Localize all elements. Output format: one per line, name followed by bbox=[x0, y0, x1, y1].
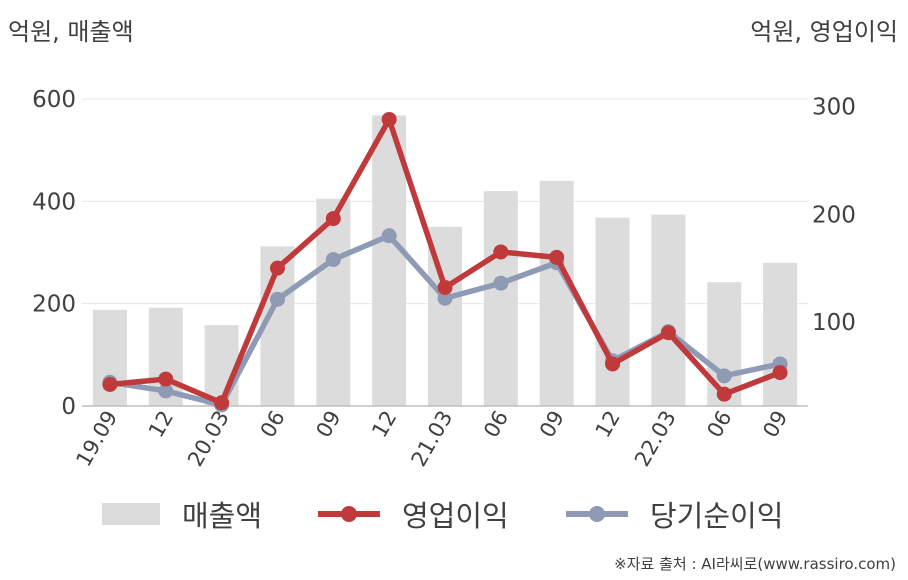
revenue-bar bbox=[539, 180, 574, 406]
revenue-bar bbox=[372, 115, 407, 406]
revenue-bar bbox=[204, 325, 239, 406]
revenue-bar bbox=[651, 214, 686, 406]
y-right-tick-label: 200 bbox=[812, 202, 856, 228]
legend-item-revenue: 매출액 bbox=[102, 494, 262, 534]
operating-profit-point bbox=[381, 111, 397, 127]
right-y-axis-ticks: 100 200 300 bbox=[812, 95, 856, 336]
x-tick-label: 09 bbox=[311, 407, 345, 442]
legend-swatch-operating bbox=[318, 494, 380, 534]
x-tick-label: 12 bbox=[144, 407, 178, 442]
y-left-tick-label: 0 bbox=[61, 394, 76, 420]
left-axis-unit: 억원, 매출액 bbox=[8, 18, 134, 46]
legend-item-operating: 영업이익 bbox=[318, 494, 509, 534]
left-y-axis-ticks: 0 200 400 600 bbox=[32, 87, 76, 420]
y-right-tick-label: 100 bbox=[812, 310, 856, 336]
x-tick-label: 21.03 bbox=[406, 407, 457, 471]
x-tick-label: 22.03 bbox=[630, 407, 681, 471]
legend-item-net: 당기순이익 bbox=[566, 494, 783, 534]
x-tick-label: 12 bbox=[367, 407, 401, 442]
x-tick-label: 09 bbox=[758, 407, 792, 442]
net-income-point bbox=[269, 291, 285, 307]
net-income-point bbox=[493, 275, 509, 291]
operating-profit-point bbox=[269, 260, 285, 276]
x-tick-label: 19.09 bbox=[71, 407, 122, 471]
x-tick-label: 09 bbox=[535, 407, 569, 442]
net-income-point bbox=[325, 252, 341, 268]
bar-series-revenue bbox=[92, 115, 798, 406]
operating-profit-point bbox=[605, 356, 621, 372]
operating-profit-point bbox=[716, 386, 732, 402]
operating-profit-point bbox=[493, 244, 509, 260]
net-income-point bbox=[716, 368, 732, 384]
operating-profit-point bbox=[158, 371, 174, 387]
x-tick-label: 06 bbox=[702, 407, 736, 442]
x-tick-label: 06 bbox=[256, 407, 290, 442]
legend-swatch-net bbox=[566, 494, 628, 534]
right-axis-unit: 억원, 영업이익 bbox=[750, 18, 898, 46]
operating-profit-point bbox=[102, 376, 118, 392]
x-tick-label: 06 bbox=[479, 407, 513, 442]
x-tick-label: 20.03 bbox=[183, 407, 234, 471]
y-left-tick-label: 200 bbox=[32, 292, 76, 318]
y-left-tick-label: 600 bbox=[32, 87, 76, 113]
operating-profit-point bbox=[772, 365, 788, 381]
net-income-point bbox=[437, 290, 453, 306]
revenue-bar bbox=[316, 198, 351, 406]
y-left-tick-label: 400 bbox=[32, 189, 76, 215]
x-axis-ticks: 19.09 12 20.03 06 09 12 21.03 06 09 12 22.03 06 09 bbox=[71, 407, 792, 471]
revenue-bar bbox=[483, 191, 518, 406]
legend-swatch-revenue bbox=[102, 503, 160, 525]
legend-label-revenue: 매출액 bbox=[182, 499, 263, 533]
operating-profit-point bbox=[437, 280, 453, 296]
legend-label-operating: 영업이익 bbox=[402, 499, 509, 533]
x-tick-label: 12 bbox=[591, 407, 625, 442]
source-note: ※자료 출처 : AI라씨로(www.rassiro.com) bbox=[614, 555, 896, 573]
operating-profit-point bbox=[549, 249, 565, 265]
operating-profit-point bbox=[214, 395, 230, 411]
legend: 매출액 영업이익 당기순이익 bbox=[0, 494, 908, 534]
operating-profit-point bbox=[660, 325, 676, 341]
net-income-point bbox=[381, 228, 397, 244]
revenue-bar bbox=[763, 262, 798, 406]
operating-profit-point bbox=[325, 211, 341, 227]
line-series bbox=[102, 111, 788, 413]
net-income-point bbox=[158, 383, 174, 399]
y-right-tick-label: 300 bbox=[812, 95, 856, 121]
revenue-bar bbox=[595, 217, 630, 406]
legend-label-net: 당기순이익 bbox=[650, 499, 784, 533]
